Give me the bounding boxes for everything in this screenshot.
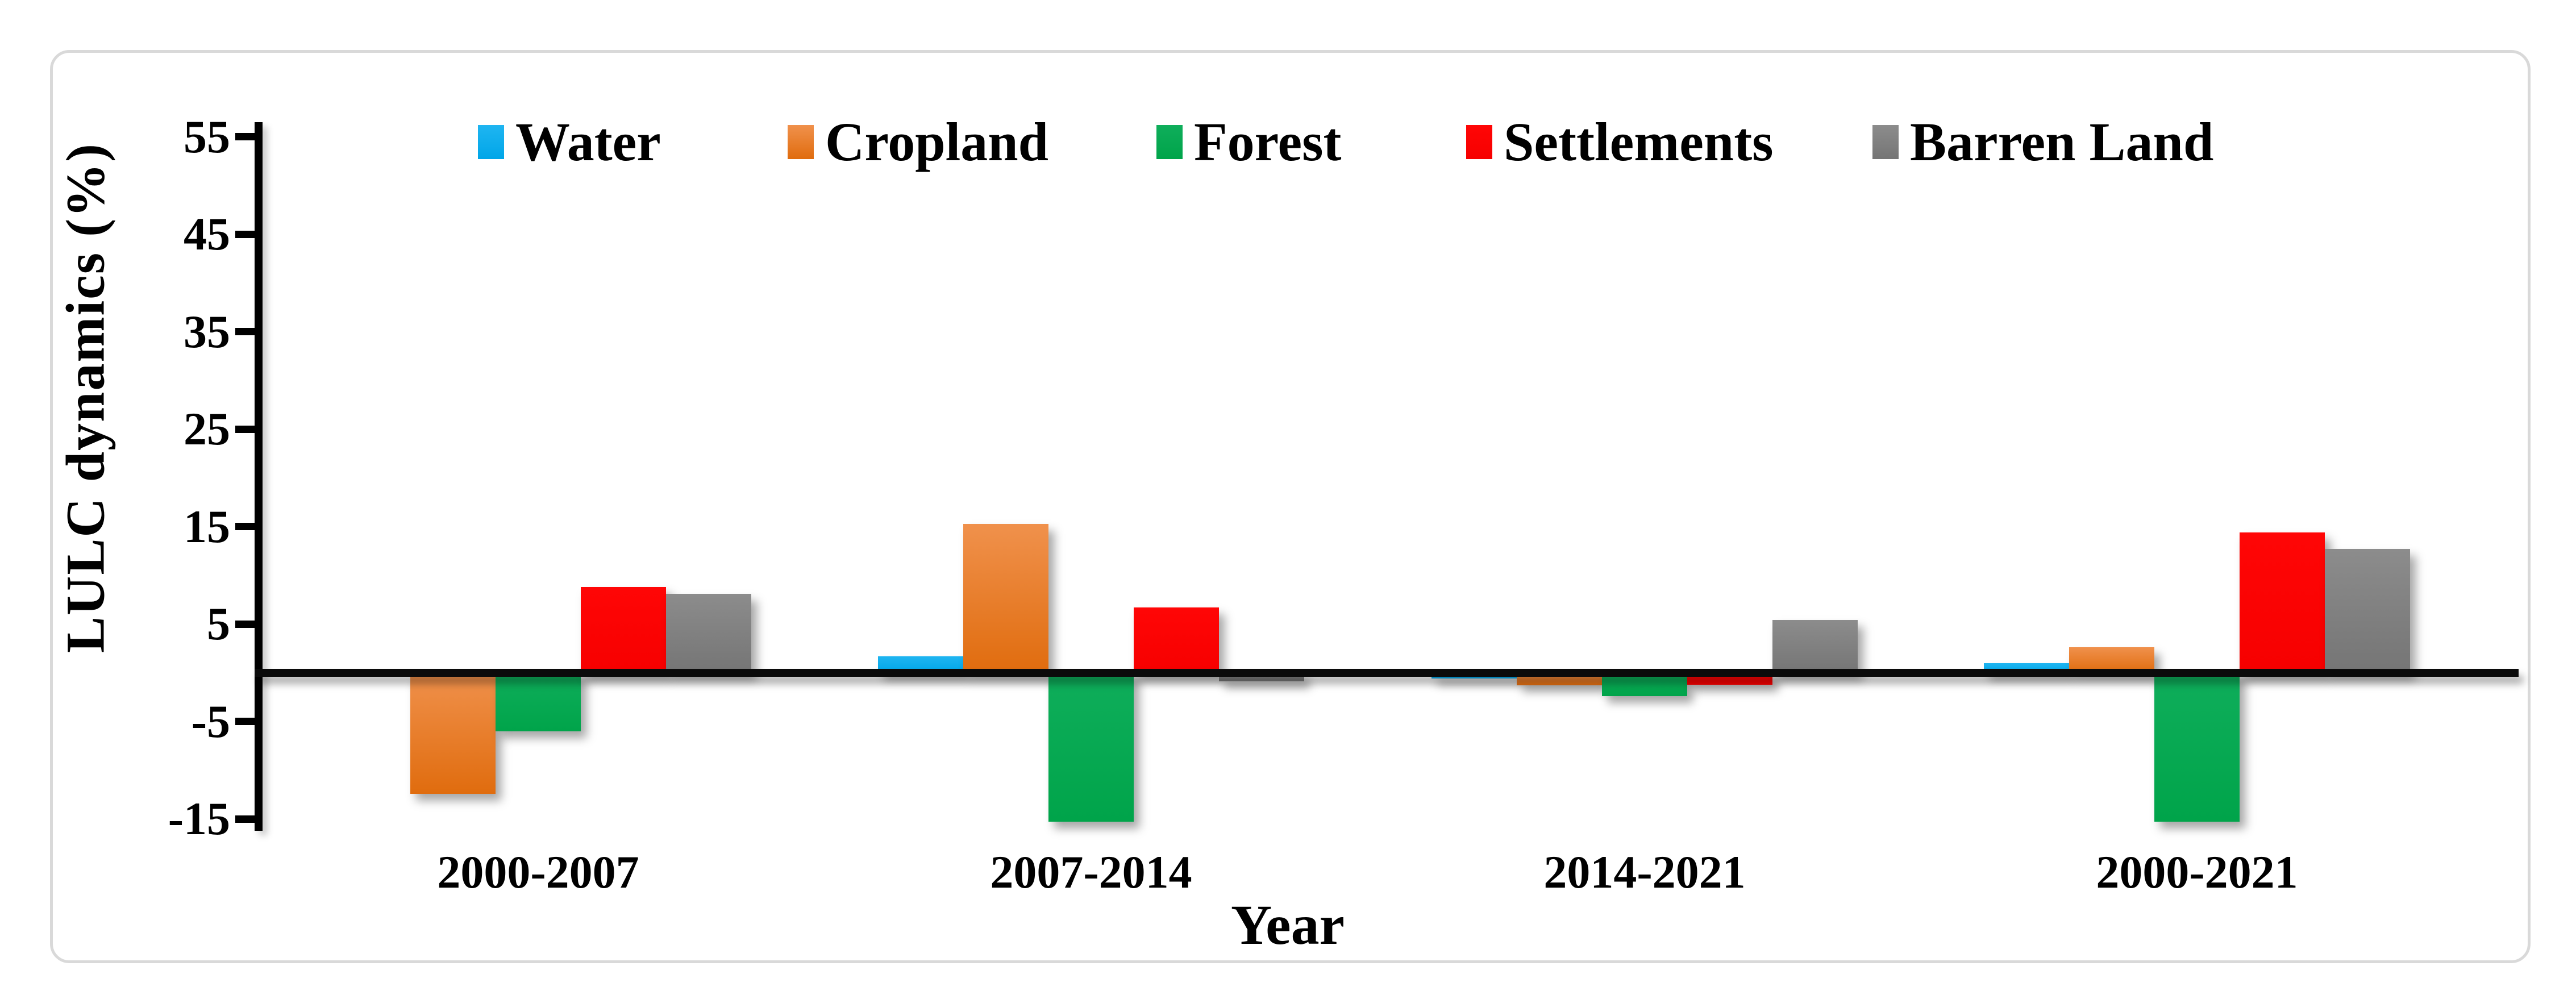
x-tick-label-2000-2007: 2000-2007 xyxy=(437,846,639,898)
legend-item-settlements: Settlements xyxy=(1466,114,1774,170)
bar-forest-2000-2007 xyxy=(496,673,581,731)
y-axis-line xyxy=(255,122,263,831)
bar-cropland-2000-2007 xyxy=(410,673,496,794)
bar-settlements-2000-2007 xyxy=(581,587,666,673)
x-tick-label-2007-2014: 2007-2014 xyxy=(990,846,1192,898)
x-tick-label-2014-2021: 2014-2021 xyxy=(1543,846,1746,898)
legend-swatch-settlements xyxy=(1466,125,1492,159)
y-tick-5 xyxy=(235,620,255,628)
legend-item-cropland: Cropland xyxy=(788,114,1048,170)
bar-barren-land-2014-2021 xyxy=(1772,620,1858,673)
legend-label: Forest xyxy=(1194,111,1342,172)
legend-swatch-water xyxy=(478,125,504,159)
legend-label: Barren Land xyxy=(1910,111,2214,172)
y-tick-45 xyxy=(235,230,255,238)
y-tick-label-35: 35 xyxy=(184,305,230,357)
bar-barren-land-2000-2007 xyxy=(666,594,751,673)
y-tick-label-15: 15 xyxy=(184,500,230,552)
legend-item-water: Water xyxy=(478,114,661,170)
bar-barren-land-2000-2021 xyxy=(2325,549,2410,673)
y-tick--15 xyxy=(235,815,255,823)
y-tick-25 xyxy=(235,425,255,433)
legend-swatch-barren-land xyxy=(1872,125,1899,159)
legend-item-forest: Forest xyxy=(1156,114,1341,170)
y-tick--5 xyxy=(235,718,255,726)
figure-border xyxy=(50,50,2531,963)
y-tick-label--15: -15 xyxy=(168,793,230,845)
legend-swatch-cropland xyxy=(788,125,814,159)
legend-label: Cropland xyxy=(825,111,1049,172)
bar-forest-2007-2014 xyxy=(1048,673,1134,822)
legend-item-barren-land: Barren Land xyxy=(1872,114,2213,170)
y-tick-label--5: -5 xyxy=(191,695,230,747)
bar-settlements-2007-2014 xyxy=(1134,607,1219,673)
legend-label: Settlements xyxy=(1504,111,1774,172)
x-tick-label-2000-2021: 2000-2021 xyxy=(2096,846,2298,898)
bar-forest-2000-2021 xyxy=(2154,673,2240,822)
legend-label: Water xyxy=(515,111,661,172)
x-axis-zero-line xyxy=(255,669,2519,677)
y-tick-55 xyxy=(235,133,255,141)
y-tick-35 xyxy=(235,328,255,336)
bar-cropland-2000-2021 xyxy=(2069,647,2154,673)
y-tick-15 xyxy=(235,523,255,531)
y-tick-label-25: 25 xyxy=(184,403,230,455)
x-axis-title: Year xyxy=(1231,893,1345,956)
bar-settlements-2000-2021 xyxy=(2240,532,2325,673)
bar-cropland-2007-2014 xyxy=(963,523,1048,673)
y-tick-label-55: 55 xyxy=(184,110,230,163)
y-tick-label-45: 45 xyxy=(184,208,230,260)
y-tick-label-5: 5 xyxy=(207,598,230,650)
legend-swatch-forest xyxy=(1156,125,1183,159)
